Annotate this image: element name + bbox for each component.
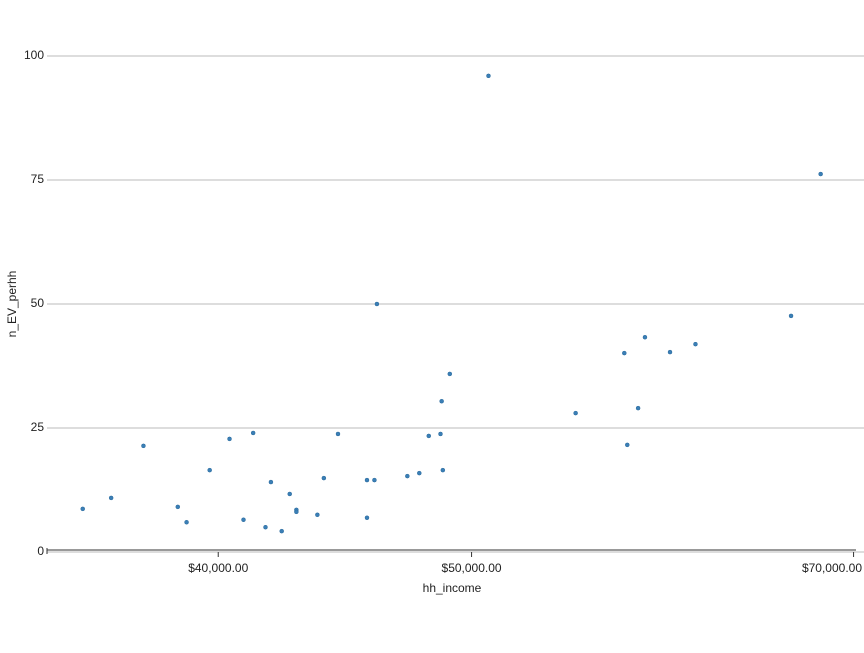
point bbox=[175, 504, 181, 510]
y-tick-label: 100 bbox=[24, 48, 44, 62]
point bbox=[667, 349, 673, 355]
point bbox=[207, 467, 212, 473]
point bbox=[279, 528, 284, 534]
point bbox=[287, 491, 292, 497]
point bbox=[227, 436, 232, 442]
y-tick-label: 0 bbox=[37, 544, 44, 558]
y-tick-label: 75 bbox=[31, 172, 45, 186]
point bbox=[141, 443, 146, 449]
point bbox=[622, 350, 627, 356]
point bbox=[486, 73, 491, 79]
x-tick-label: $50,000.00 bbox=[442, 561, 502, 575]
point bbox=[417, 470, 422, 476]
point bbox=[184, 519, 189, 525]
point bbox=[321, 475, 327, 481]
point bbox=[439, 398, 444, 404]
point bbox=[315, 512, 320, 518]
point bbox=[80, 506, 85, 512]
point bbox=[447, 371, 453, 377]
point bbox=[364, 477, 370, 483]
point bbox=[263, 524, 268, 530]
point bbox=[625, 442, 630, 448]
x-axis-label: hh_income bbox=[423, 581, 482, 595]
point bbox=[294, 509, 299, 515]
x-tick-label: $40,000.00 bbox=[188, 561, 248, 575]
point bbox=[250, 430, 256, 436]
y-tick-label: 25 bbox=[31, 420, 45, 434]
x-tick-label: $70,000.00 bbox=[802, 561, 862, 575]
point bbox=[818, 171, 823, 177]
point bbox=[268, 479, 274, 485]
point bbox=[364, 515, 370, 521]
point bbox=[426, 433, 432, 439]
point bbox=[788, 313, 794, 319]
y-tick-label: 50 bbox=[31, 296, 45, 310]
y-axis-label: n_EV_perhh bbox=[5, 271, 19, 338]
point bbox=[335, 431, 341, 437]
point bbox=[635, 405, 641, 411]
point bbox=[438, 431, 443, 437]
point bbox=[693, 341, 698, 347]
point bbox=[241, 517, 246, 523]
point bbox=[440, 467, 446, 473]
point bbox=[642, 334, 648, 340]
point bbox=[405, 473, 410, 479]
point bbox=[372, 477, 377, 483]
point bbox=[573, 410, 578, 416]
point bbox=[374, 301, 380, 307]
point bbox=[108, 495, 114, 501]
